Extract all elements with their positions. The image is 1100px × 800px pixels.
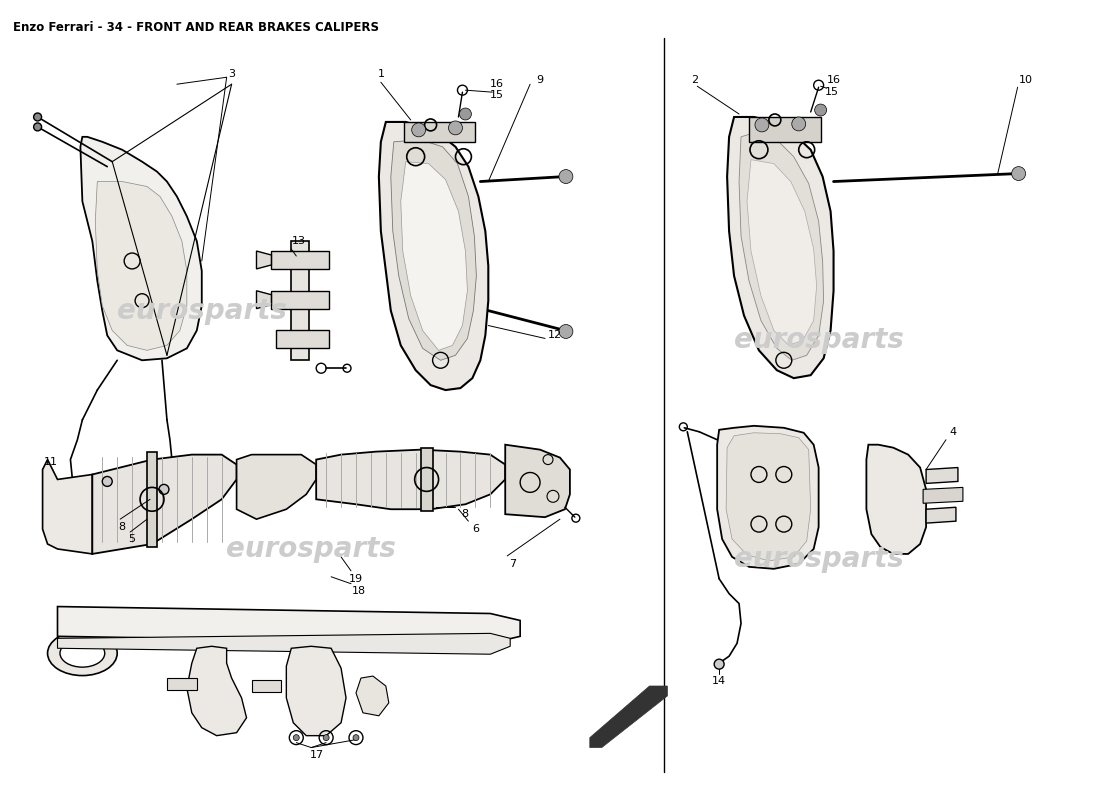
Circle shape bbox=[294, 734, 299, 741]
Polygon shape bbox=[356, 676, 388, 716]
Circle shape bbox=[102, 477, 112, 486]
Circle shape bbox=[353, 734, 359, 741]
Ellipse shape bbox=[60, 639, 104, 667]
Circle shape bbox=[460, 108, 472, 120]
Circle shape bbox=[1012, 166, 1025, 181]
Text: Enzo Ferrari - 34 - FRONT AND REAR BRAKES CALIPERS: Enzo Ferrari - 34 - FRONT AND REAR BRAKE… bbox=[13, 21, 378, 34]
Polygon shape bbox=[80, 137, 201, 360]
Polygon shape bbox=[390, 140, 476, 360]
Polygon shape bbox=[316, 450, 505, 510]
Text: eurosparts: eurosparts bbox=[734, 545, 903, 573]
Polygon shape bbox=[726, 433, 811, 561]
Circle shape bbox=[714, 659, 724, 669]
Polygon shape bbox=[167, 678, 197, 690]
Text: 9: 9 bbox=[537, 75, 543, 86]
Polygon shape bbox=[256, 290, 272, 309]
Polygon shape bbox=[749, 117, 821, 142]
Polygon shape bbox=[272, 251, 329, 269]
Circle shape bbox=[323, 734, 329, 741]
Polygon shape bbox=[96, 182, 187, 350]
Text: 19: 19 bbox=[349, 574, 363, 584]
Text: 16: 16 bbox=[826, 75, 840, 86]
Polygon shape bbox=[400, 162, 468, 350]
Circle shape bbox=[411, 123, 426, 137]
Polygon shape bbox=[292, 241, 309, 360]
Polygon shape bbox=[57, 606, 520, 643]
Polygon shape bbox=[57, 634, 510, 654]
Text: 3: 3 bbox=[228, 70, 235, 79]
Circle shape bbox=[160, 485, 169, 494]
Text: eurosparts: eurosparts bbox=[734, 326, 903, 354]
Polygon shape bbox=[252, 680, 282, 692]
Polygon shape bbox=[404, 122, 475, 142]
Polygon shape bbox=[717, 426, 818, 569]
Text: 2: 2 bbox=[691, 75, 697, 86]
Text: 7: 7 bbox=[508, 559, 516, 569]
Polygon shape bbox=[926, 467, 958, 483]
Polygon shape bbox=[923, 487, 962, 503]
Polygon shape bbox=[747, 160, 816, 346]
Polygon shape bbox=[420, 448, 432, 511]
Polygon shape bbox=[272, 290, 329, 309]
Circle shape bbox=[559, 170, 573, 183]
Text: eurosparts: eurosparts bbox=[227, 535, 396, 563]
Text: 4: 4 bbox=[949, 426, 957, 437]
Polygon shape bbox=[739, 132, 824, 360]
Text: 17: 17 bbox=[310, 750, 324, 759]
Polygon shape bbox=[378, 122, 488, 390]
Text: 16: 16 bbox=[491, 79, 504, 90]
Polygon shape bbox=[505, 445, 570, 517]
Polygon shape bbox=[92, 454, 236, 554]
Circle shape bbox=[34, 123, 42, 131]
Text: eurosparts: eurosparts bbox=[117, 297, 287, 325]
Polygon shape bbox=[286, 646, 346, 736]
Text: 11: 11 bbox=[44, 457, 57, 466]
Text: 1: 1 bbox=[377, 70, 384, 79]
Text: 8: 8 bbox=[119, 522, 125, 532]
Polygon shape bbox=[727, 117, 834, 378]
Circle shape bbox=[755, 118, 769, 132]
Text: 13: 13 bbox=[293, 236, 306, 246]
Text: 10: 10 bbox=[1019, 75, 1033, 86]
Ellipse shape bbox=[47, 631, 118, 675]
Text: 15: 15 bbox=[825, 87, 838, 97]
Circle shape bbox=[34, 113, 42, 121]
Polygon shape bbox=[147, 452, 157, 547]
Text: 14: 14 bbox=[712, 676, 726, 686]
Circle shape bbox=[792, 117, 805, 131]
Polygon shape bbox=[926, 507, 956, 523]
Polygon shape bbox=[187, 646, 246, 736]
Polygon shape bbox=[276, 330, 329, 348]
Text: 5: 5 bbox=[129, 534, 135, 544]
Polygon shape bbox=[867, 445, 926, 554]
Text: 8: 8 bbox=[461, 510, 468, 519]
Polygon shape bbox=[236, 454, 316, 519]
Text: 18: 18 bbox=[352, 586, 366, 596]
Text: 12: 12 bbox=[548, 330, 562, 341]
Circle shape bbox=[815, 104, 826, 116]
Text: 6: 6 bbox=[472, 524, 478, 534]
Polygon shape bbox=[256, 251, 272, 269]
Text: 15: 15 bbox=[491, 90, 504, 100]
Polygon shape bbox=[43, 459, 92, 554]
Polygon shape bbox=[590, 686, 668, 747]
Circle shape bbox=[449, 121, 462, 135]
Circle shape bbox=[559, 325, 573, 338]
